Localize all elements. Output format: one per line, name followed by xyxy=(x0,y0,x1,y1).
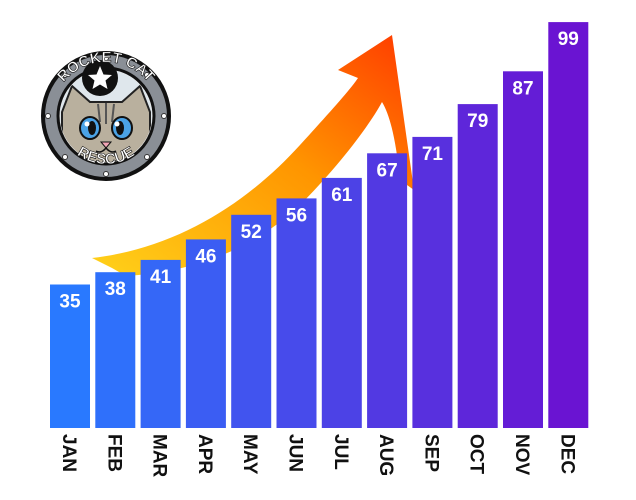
value-label-feb: 38 xyxy=(105,279,126,300)
tick-label-dec: DEC xyxy=(556,434,577,474)
bar-mar xyxy=(140,259,181,428)
value-label-aug: 67 xyxy=(377,160,398,181)
bar-jan xyxy=(50,284,90,428)
value-label-mar: 41 xyxy=(150,267,172,288)
value-label-sep: 71 xyxy=(422,144,444,165)
rocket-cat-rescue-logo: ROCKET CAT RESCUE xyxy=(41,49,171,181)
bar-may xyxy=(231,214,272,428)
tick-label-may: MAY xyxy=(239,434,260,475)
value-label-oct: 79 xyxy=(467,111,488,132)
tick-label-sep: SEP xyxy=(420,434,441,472)
bar-sep xyxy=(412,136,453,428)
bar-oct xyxy=(457,104,498,428)
tick-label-jul: JUL xyxy=(330,434,351,470)
value-label-nov: 87 xyxy=(512,78,533,99)
logo-rivets xyxy=(45,55,167,177)
bar-nov xyxy=(503,71,543,429)
tick-label-jan: JAN xyxy=(58,434,79,472)
tick-label-apr: APR xyxy=(194,434,215,474)
value-label-may: 52 xyxy=(241,222,262,243)
tick-label-aug: AUG xyxy=(375,434,396,476)
bar-aug xyxy=(367,153,408,429)
tick-label-feb: FEB xyxy=(103,434,124,472)
bar-dec xyxy=(548,22,589,428)
cat-nose xyxy=(99,141,113,149)
tick-label-oct: OCT xyxy=(466,434,487,475)
bar-apr xyxy=(185,239,226,428)
bar-feb xyxy=(95,272,136,428)
tick-label-nov: NOV xyxy=(511,434,532,476)
star-icon xyxy=(88,66,112,89)
bar-jul xyxy=(321,177,362,428)
value-label-apr: 46 xyxy=(195,246,216,267)
bars-layer: 35 JAN 38 FEB 41 MAR 46 APR 52 MAY 56 JUN 61 JUL 67 AUG… xyxy=(50,22,589,478)
value-label-jun: 56 xyxy=(286,205,307,226)
tick-label-mar: MAR xyxy=(149,434,170,478)
value-label-dec: 99 xyxy=(558,29,579,50)
value-label-jul: 61 xyxy=(331,185,353,206)
value-label-jan: 35 xyxy=(59,292,81,313)
tick-label-jun: JUN xyxy=(285,434,306,472)
bar-jun xyxy=(276,198,317,428)
